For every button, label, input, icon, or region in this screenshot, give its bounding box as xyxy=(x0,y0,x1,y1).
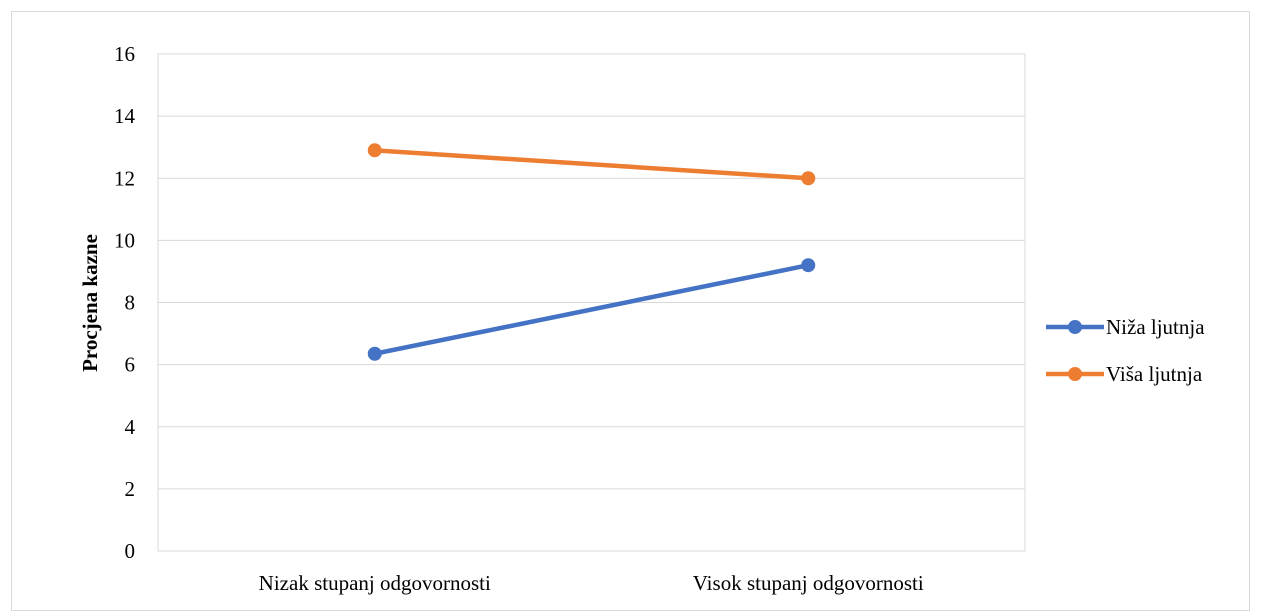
series-lines xyxy=(367,143,816,361)
chart-frame xyxy=(11,11,1250,611)
y-axis-ticks: 0 2 4 6 8 10 12 14 16 xyxy=(114,42,136,563)
y-tick-label: 4 xyxy=(125,415,136,439)
y-tick-label: 0 xyxy=(125,539,136,563)
gridlines xyxy=(157,53,1026,552)
data-point xyxy=(801,171,816,186)
x-tick-label: Visok stupanj odgovornosti xyxy=(693,571,924,595)
y-tick-label: 8 xyxy=(125,291,136,315)
legend: Niža ljutnja Viša ljutnja xyxy=(1046,315,1205,386)
x-axis-ticks: Nizak stupanj odgovornosti Visok stupanj … xyxy=(259,571,924,595)
data-point xyxy=(367,143,382,158)
y-tick-label: 16 xyxy=(114,42,135,66)
series-line xyxy=(372,262,811,357)
legend-label: Niža ljutnja xyxy=(1106,315,1205,339)
y-tick-label: 2 xyxy=(125,477,136,501)
y-tick-label: 14 xyxy=(114,104,136,128)
y-tick-label: 10 xyxy=(114,228,135,252)
x-tick-label: Nizak stupanj odgovornosti xyxy=(259,571,491,595)
y-tick-label: 12 xyxy=(114,166,135,190)
data-point xyxy=(801,258,816,273)
plot-area xyxy=(157,53,1026,552)
y-axis-label: Procjena kazne xyxy=(78,234,102,372)
data-point xyxy=(367,346,382,361)
series-line xyxy=(372,148,811,181)
legend-label: Viša ljutnja xyxy=(1106,362,1203,386)
legend-marker xyxy=(1068,320,1082,334)
legend-marker xyxy=(1068,367,1082,381)
y-tick-label: 6 xyxy=(125,353,136,377)
